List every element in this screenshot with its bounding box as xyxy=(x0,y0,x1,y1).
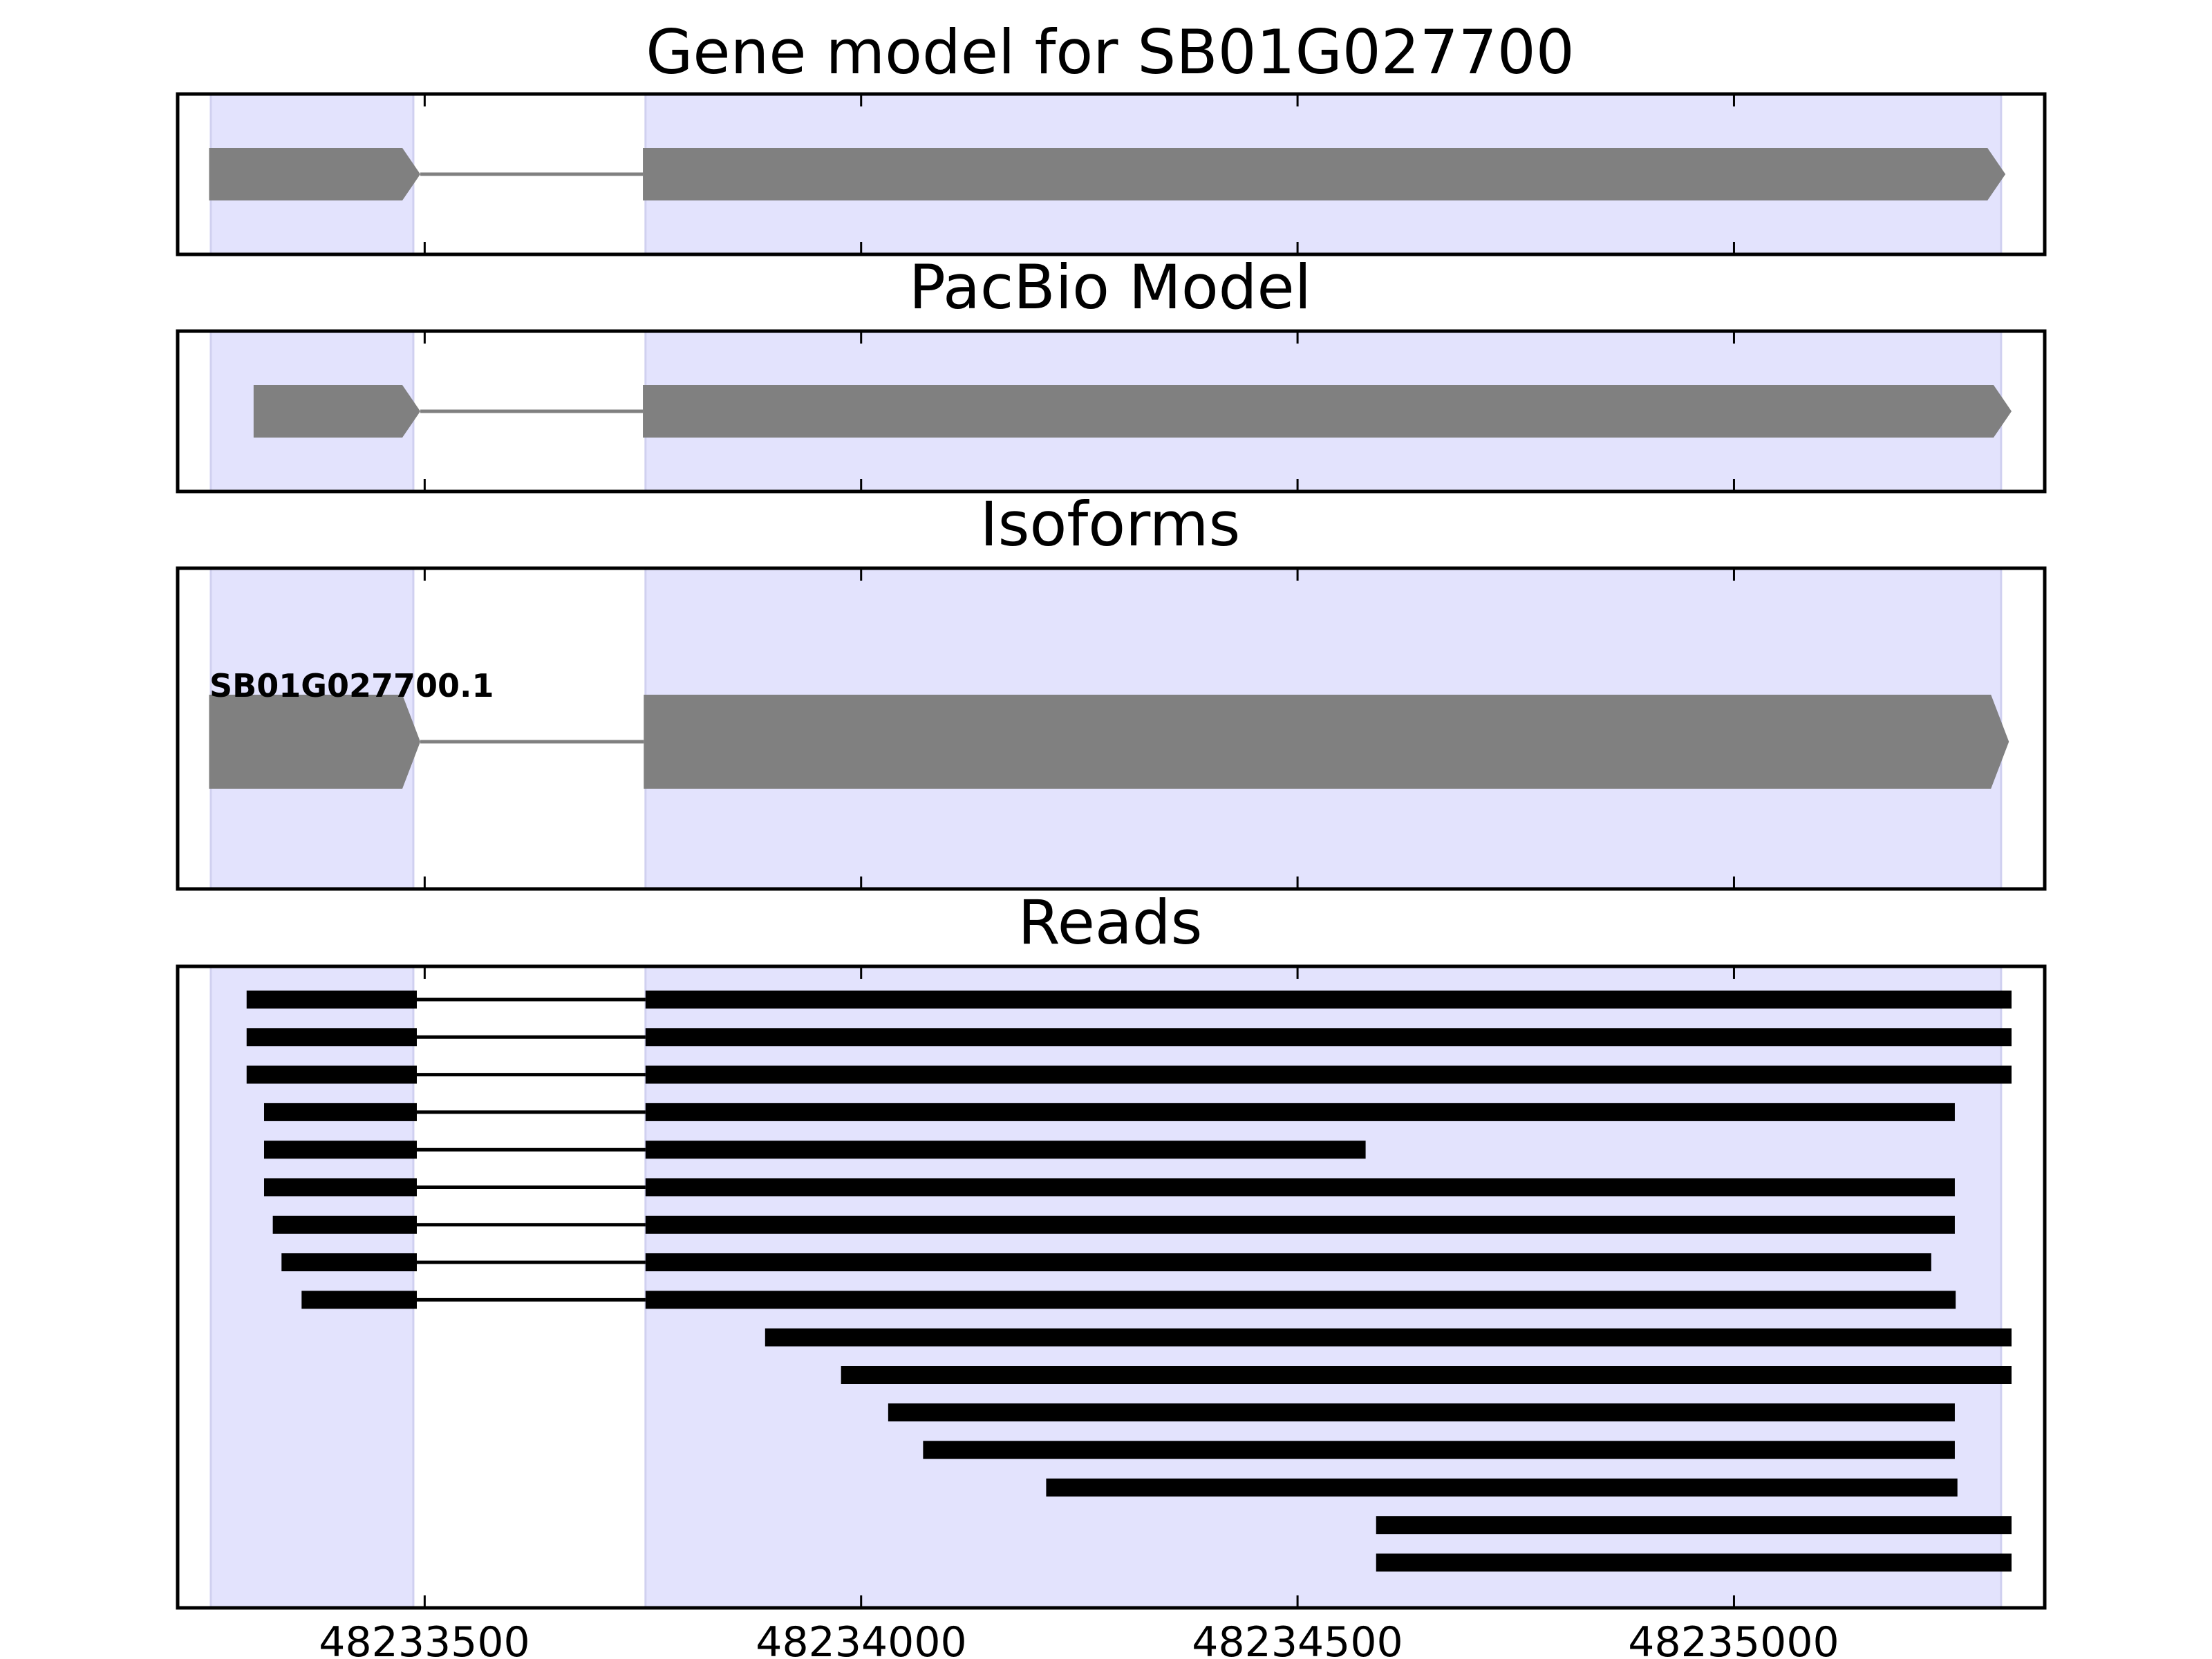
read-exon-block xyxy=(264,1103,417,1121)
read-exon-block xyxy=(1046,1478,1958,1497)
read-exon-block xyxy=(765,1328,2012,1347)
read-exon-block xyxy=(281,1253,417,1272)
exon-block xyxy=(209,148,421,200)
pacbio-model-title: PacBio Model xyxy=(909,252,1311,323)
exon-block xyxy=(209,695,421,789)
x-tick-label: 48233500 xyxy=(319,1618,529,1659)
read-exon-block xyxy=(645,1178,1955,1197)
x-ticks xyxy=(423,966,1735,1608)
x-tick-label: 48234500 xyxy=(1192,1618,1403,1659)
read-exon-block xyxy=(841,1366,2012,1384)
isoform-features xyxy=(209,695,2009,789)
gene-model-features xyxy=(209,148,2006,200)
exon-block xyxy=(643,148,2006,200)
read-exon-block xyxy=(888,1403,1955,1422)
x-tick-label: 48234000 xyxy=(756,1618,966,1659)
read-exon-block xyxy=(246,1028,417,1047)
read-exon-block xyxy=(246,991,417,1009)
x-tick-labels: 48233500 48234000 48234500 48235000 xyxy=(319,1618,1839,1659)
reads-frame xyxy=(176,964,2047,1610)
pacbio-model-frame xyxy=(176,329,2047,494)
read-exon-block xyxy=(645,1141,1366,1159)
isoform-label: SB01G027700.1 xyxy=(209,667,494,704)
x-ticks xyxy=(423,94,1735,254)
read-exon-block xyxy=(645,1215,1955,1234)
exon-shade-region xyxy=(209,965,415,1609)
read-exon-block xyxy=(645,1253,1931,1272)
x-ticks xyxy=(423,331,1735,491)
exon-block xyxy=(644,695,2009,789)
x-ticks xyxy=(423,568,1735,889)
read-exon-block xyxy=(645,1065,2012,1084)
isoforms-panel: Isoforms SB01G027700.1 xyxy=(176,489,2047,891)
exon-block xyxy=(253,385,421,438)
pacbio-model-panel: PacBio Model xyxy=(176,252,2047,494)
read-exon-block xyxy=(246,1065,417,1084)
x-tick-label: 48235000 xyxy=(1628,1618,1839,1659)
isoforms-title: Isoforms xyxy=(980,489,1241,560)
read-features xyxy=(246,991,2012,1572)
read-exon-block xyxy=(1376,1553,2012,1572)
gene-model-panel: Gene model for SB01G027700 xyxy=(176,17,2047,256)
pacbio-model-features xyxy=(253,385,2012,438)
read-exon-block xyxy=(645,991,2012,1009)
read-exon-block xyxy=(645,1028,2012,1047)
read-exon-block xyxy=(1376,1516,2012,1535)
read-exon-block xyxy=(301,1291,417,1309)
read-exon-block xyxy=(272,1215,417,1234)
exon-shade-region xyxy=(644,965,2003,1609)
gene-model-title: Gene model for SB01G027700 xyxy=(646,17,1575,88)
read-exon-block xyxy=(923,1441,1955,1459)
gene-model-frame xyxy=(176,92,2047,256)
read-exon-block xyxy=(645,1291,1956,1309)
read-exon-block xyxy=(264,1141,417,1159)
read-exon-block xyxy=(645,1103,1955,1121)
read-exon-block xyxy=(264,1178,417,1197)
isoforms-frame xyxy=(176,566,2047,891)
reads-panel: Reads xyxy=(176,887,2047,1610)
exon-block xyxy=(643,385,2012,438)
reads-title: Reads xyxy=(1018,887,1203,958)
